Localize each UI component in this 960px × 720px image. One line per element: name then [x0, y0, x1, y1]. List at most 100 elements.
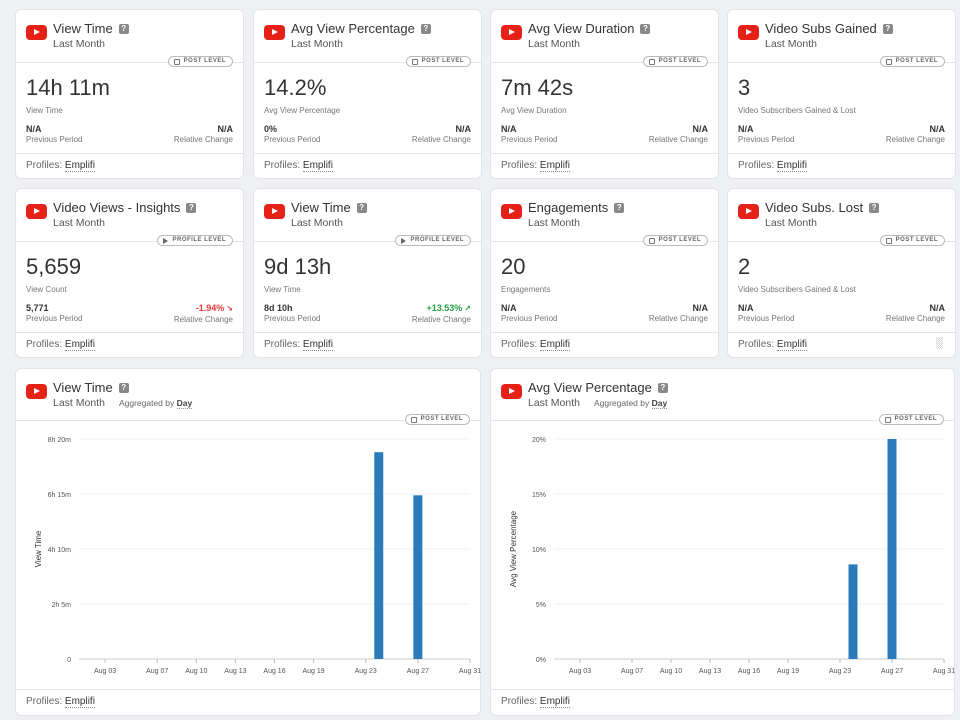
- youtube-icon: [501, 204, 522, 219]
- metric-label: View Count: [26, 285, 67, 294]
- relative-change-value: N/A: [692, 124, 709, 134]
- profile-link[interactable]: Emplifi: [302, 339, 333, 351]
- divider: [491, 332, 718, 333]
- help-icon[interactable]: ?: [420, 24, 431, 34]
- metric-value: 9d 13h: [264, 254, 332, 279]
- level-badge: POST LEVEL: [878, 414, 944, 425]
- post-icon: [884, 416, 891, 423]
- trend-up-icon: ↗: [464, 304, 471, 313]
- aggregation-label: Aggregated by Day: [593, 398, 668, 409]
- trend-down-icon: ↘: [226, 304, 233, 313]
- previous-period-label: Previous Period: [738, 314, 795, 323]
- profile-link[interactable]: Emplifi: [64, 160, 95, 172]
- level-badge: POST LEVEL: [642, 56, 708, 67]
- help-icon[interactable]: ?: [869, 203, 880, 213]
- x-tick-label: Aug 23: [829, 668, 851, 675]
- card-title: View Time: [53, 380, 113, 395]
- x-tick-label: Aug 13: [699, 668, 721, 675]
- metric-value: 7m 42s: [501, 75, 574, 100]
- post-icon: [410, 416, 417, 423]
- card-title: Video Subs. Lost: [765, 200, 864, 215]
- help-icon[interactable]: ?: [640, 24, 651, 34]
- level-badge: PROFILE LEVEL: [157, 235, 233, 246]
- profiles-footer: Profiles: Emplifi: [501, 339, 570, 351]
- y-tick-label: 20%: [532, 437, 546, 444]
- y-axis-label: Avg View Percentage: [509, 510, 518, 587]
- relative-change-label: Relative Change: [885, 314, 945, 323]
- level-badge: POST LEVEL: [879, 235, 945, 246]
- period-label: Last Month: [528, 38, 580, 50]
- card-header: Avg View Percentage? Last Month: [264, 21, 431, 51]
- previous-period-label: Previous Period: [738, 135, 795, 144]
- previous-period-label: Previous Period: [26, 314, 83, 323]
- help-icon[interactable]: ?: [186, 203, 197, 213]
- profiles-footer: Profiles: Emplifi: [26, 160, 95, 172]
- divider: [728, 62, 955, 63]
- period-label: Last Month: [53, 397, 105, 409]
- aggregation-select[interactable]: Day: [176, 398, 193, 409]
- relative-change-value: N/A: [692, 303, 709, 313]
- previous-period-value: 5,771: [26, 303, 49, 313]
- y-tick-label: 6h 15m: [48, 492, 72, 499]
- profile-link[interactable]: Emplifi: [539, 696, 570, 708]
- profile-link[interactable]: Emplifi: [64, 339, 95, 351]
- relative-change-label: Relative Change: [173, 135, 233, 144]
- post-icon: [411, 58, 418, 65]
- profiles-footer: Profiles: Emplifi: [264, 339, 333, 351]
- help-icon[interactable]: ?: [882, 24, 893, 34]
- x-tick-label: Aug 13: [224, 668, 246, 675]
- divider: [16, 62, 243, 63]
- relative-change-value: N/A: [217, 124, 234, 134]
- y-tick-label: 0%: [536, 657, 546, 664]
- help-icon[interactable]: ?: [614, 203, 625, 213]
- chart-plot: 0% 5% 10% 15% 20% Aug 03 Aug 07 Aug 10 Aug 13 Aug…: [509, 437, 955, 675]
- level-badge: POST LEVEL: [404, 414, 470, 425]
- period-label: Last Month: [765, 217, 817, 229]
- bar: [413, 495, 423, 659]
- bar: [848, 564, 858, 659]
- comparison-row: N/A Previous Period N/A Relative Change: [501, 302, 708, 324]
- help-icon[interactable]: ?: [118, 24, 129, 34]
- y-tick-label: 4h 10m: [48, 547, 72, 554]
- card-title: Video Subs Gained: [765, 21, 877, 36]
- x-tick-label: Aug 16: [738, 668, 760, 675]
- help-icon[interactable]: ?: [356, 203, 367, 213]
- period-label: Last Month: [765, 38, 817, 50]
- metric-value: 3: [738, 75, 751, 100]
- previous-period-value: N/A: [501, 124, 517, 134]
- x-tick-label: Aug 19: [303, 668, 325, 675]
- profile-link[interactable]: Emplifi: [539, 339, 570, 351]
- help-icon[interactable]: ?: [118, 383, 129, 393]
- help-icon[interactable]: ?: [657, 383, 668, 393]
- profiles-footer: Profiles: Emplifi: [738, 339, 807, 351]
- profile-link[interactable]: Emplifi: [776, 160, 807, 172]
- level-badge: POST LEVEL: [405, 56, 471, 67]
- y-tick-label: 15%: [532, 492, 546, 499]
- divider: [491, 689, 954, 690]
- metric-label: Video Subscribers Gained & Lost: [738, 285, 856, 294]
- relative-change-label: Relative Change: [648, 135, 708, 144]
- profile-link[interactable]: Emplifi: [539, 160, 570, 172]
- level-badge: POST LEVEL: [642, 235, 708, 246]
- card-header: Video Views - Insights? Last Month: [26, 200, 197, 230]
- aggregation-select[interactable]: Day: [651, 398, 668, 409]
- youtube-icon: [26, 25, 47, 40]
- metric-value: 2: [738, 254, 751, 279]
- previous-period-value: N/A: [501, 303, 517, 313]
- metric-label: View Time: [26, 106, 63, 115]
- previous-period-label: Previous Period: [264, 314, 321, 323]
- youtube-icon: [738, 204, 759, 219]
- card-title: Avg View Percentage: [528, 380, 652, 395]
- metric-label: Avg View Percentage: [264, 106, 341, 115]
- metric-card: Avg View Percentage? Last Month POST LEVEL…: [253, 9, 482, 179]
- profile-link[interactable]: Emplifi: [302, 160, 333, 172]
- benchmark-icon[interactable]: ░: [935, 338, 943, 349]
- card-title: Engagements: [528, 200, 609, 215]
- card-header: Avg View Duration? Last Month: [501, 21, 651, 51]
- profile-link[interactable]: Emplifi: [64, 696, 95, 708]
- metric-value: 5,659: [26, 254, 82, 279]
- period-label: Last Month: [528, 217, 580, 229]
- divider: [16, 420, 480, 421]
- profile-link[interactable]: Emplifi: [776, 339, 807, 351]
- previous-period-label: Previous Period: [501, 314, 558, 323]
